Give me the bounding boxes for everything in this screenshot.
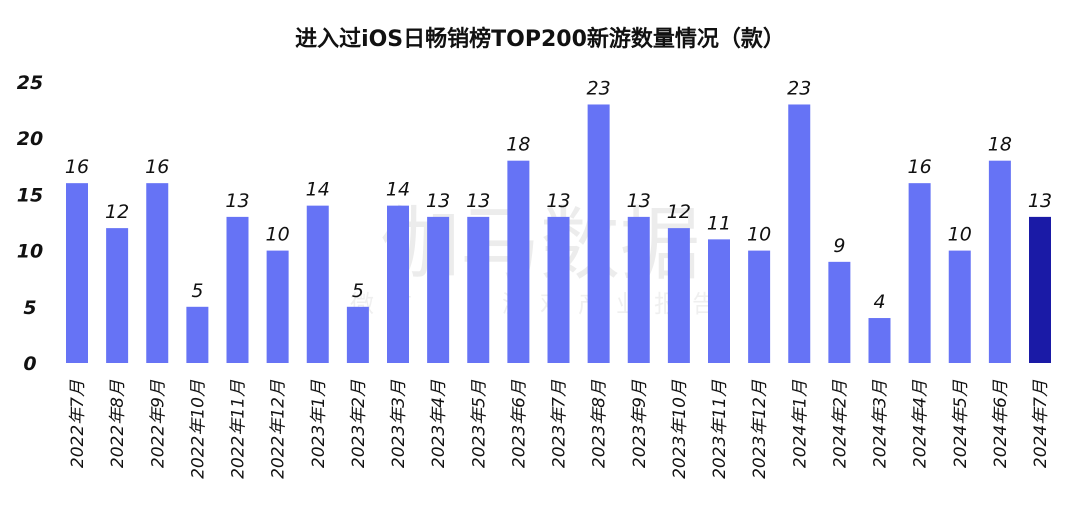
bar [788,104,811,363]
data-label: 13 [225,190,249,212]
y-tick-label: 5 [23,297,36,319]
bar [427,216,450,363]
y-tick-label: 0 [23,353,36,375]
x-tick-label: 2023年3月 [389,379,409,468]
data-label: 10 [266,224,290,246]
data-label: 14 [306,179,330,201]
data-label: 12 [105,201,129,223]
x-tick-label: 2022年11月 [229,379,249,479]
x-tick-label: 2024年4月 [911,379,931,468]
data-label: 13 [426,190,450,212]
bar [226,216,249,363]
x-tick-label: 2022年10月 [188,379,208,479]
data-label: 16 [145,156,169,178]
y-axis: 0 5 10 15 20 25 [17,72,43,375]
data-label: 16 [65,156,89,178]
data-label: 13 [546,190,570,212]
x-tick-label: 2022年12月 [269,379,289,479]
data-label: 14 [386,179,410,201]
bar [507,160,530,363]
bar [908,183,931,363]
x-tick-label: 2023年11月 [710,379,730,479]
x-tick-label: 2022年9月 [148,379,168,468]
bar [868,318,891,363]
x-axis: 2022年7月 2022年8月 2022年9月 2022年10月 2022年11月 202… [68,379,1051,479]
bar [306,205,329,363]
bar [106,228,129,363]
bar [547,216,570,363]
x-tick-label: 2023年8月 [590,379,610,468]
bar [467,216,490,363]
y-tick-label: 10 [17,241,43,263]
x-tick-label: 2024年6月 [991,379,1011,468]
watermark-sub: 微信号：游戏产业报告 [350,290,730,318]
data-label: 23 [587,77,611,99]
bar [708,239,730,363]
bar [948,250,971,363]
data-label: 18 [506,134,530,156]
x-tick-label: 2023年1月 [309,379,329,468]
x-tick-label: 2024年7月 [1031,379,1051,468]
data-label: 10 [948,224,972,246]
bar [387,205,409,363]
x-tick-label: 2023年9月 [630,379,650,468]
bar [748,250,771,363]
y-tick-label: 15 [17,184,43,206]
x-tick-label: 2024年1月 [790,379,810,468]
data-label: 18 [988,134,1012,156]
y-tick-label: 25 [17,72,43,94]
data-label: 10 [747,224,771,246]
x-tick-label: 2022年8月 [108,379,128,468]
bar [587,104,610,363]
x-tick-label: 2022年7月 [68,379,88,468]
bar [667,228,690,363]
data-label: 9 [833,235,845,257]
data-label: 16 [908,156,932,178]
data-label: 13 [1028,190,1052,212]
bar [186,306,209,363]
bar [146,183,169,363]
x-tick-label: 2023年6月 [509,379,529,468]
bar [266,250,289,363]
x-tick-label: 2023年10月 [670,379,690,479]
x-tick-label: 2023年7月 [550,379,570,468]
bar [346,306,369,363]
chart-title: 进入过iOS日畅销榜TOP200新游数量情况（款） [295,26,785,52]
x-tick-label: 2024年2月 [830,379,850,468]
bar [627,216,650,363]
y-tick-label: 20 [17,128,43,150]
x-tick-label: 2024年5月 [951,379,971,468]
data-label: 4 [873,291,885,313]
bars: 16 12 16 5 13 10 14 5 14 13 13 18 13 23 13 12 11 10 23 9 4 16… [65,77,1052,363]
data-label: 13 [627,190,651,212]
x-tick-label: 2024年3月 [871,379,891,468]
x-tick-label: 2023年4月 [429,379,449,468]
data-label: 5 [352,280,364,302]
bar [1029,216,1051,363]
x-tick-label: 2023年5月 [469,379,489,468]
data-label: 13 [466,190,490,212]
x-tick-label: 2023年2月 [349,379,369,468]
bar [66,183,88,363]
bar [988,160,1011,363]
data-label: 23 [787,77,811,99]
data-label: 5 [191,280,203,302]
data-label: 12 [667,201,691,223]
bar [828,261,851,363]
x-tick-label: 2023年12月 [750,379,770,479]
data-label: 11 [707,212,731,234]
